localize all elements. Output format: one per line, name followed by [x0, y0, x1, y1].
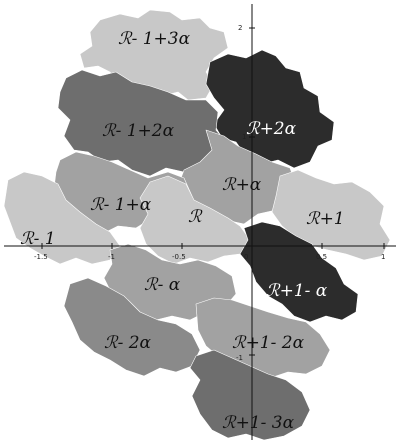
tile-r-minus-2alpha [63, 277, 201, 377]
tiles-layer [3, 9, 391, 441]
tile-r-plus-1 [271, 169, 391, 261]
tile-r-plus-alpha [177, 129, 297, 227]
x-tick-label: 1 [381, 253, 385, 261]
label-r-minus-1-plus-2alpha: ℛ- 1+2α [102, 121, 175, 141]
tile-labels: ℛ- 1+3α ℛ+2α ℛ- 1+2α ℛ+α ℛ- 1+α ℛ ℛ+1 ℛ-… [20, 29, 345, 433]
y-tick-label: 2 [238, 24, 242, 32]
label-r-plus-1-minus-alpha: ℛ+1- α [266, 281, 328, 301]
label-r-minus-alpha: ℛ- α [144, 275, 181, 295]
label-r-minus-1: ℛ- 1 [20, 229, 56, 249]
label-r-plus-2alpha: ℛ+2α [246, 119, 297, 139]
axes: -1.5 -1 -0.5 0 0.5 1 2 1 -1 [4, 4, 396, 440]
label-r: ℛ [188, 207, 203, 227]
label-r-minus-2alpha: ℛ- 2α [104, 333, 152, 353]
label-r-plus-alpha: ℛ+α [222, 175, 262, 195]
tile-r-plus-1-minus-3alpha [189, 349, 311, 441]
y-tick-label: 1 [242, 133, 246, 141]
label-r-plus-1-minus-3alpha: ℛ+1- 3α [222, 413, 295, 433]
label-r-minus-1-plus-alpha: ℛ- 1+α [90, 195, 152, 215]
x-tick-label: -1 [108, 253, 115, 261]
x-tick-label: -0.5 [172, 253, 186, 261]
tile-r-minus-1 [3, 171, 121, 265]
x-tick-label: 0 [244, 253, 248, 261]
label-r-plus-1-minus-2alpha: ℛ+1- 2α [232, 333, 305, 353]
tile-r [139, 175, 251, 265]
label-r-plus-1: ℛ+1 [306, 209, 345, 229]
x-tick-label: 0.5 [316, 253, 327, 261]
y-tick-label: -1 [236, 354, 243, 362]
label-r-minus-1-plus-3alpha: ℛ- 1+3α [118, 29, 191, 49]
x-tick-label: -1.5 [34, 253, 48, 261]
